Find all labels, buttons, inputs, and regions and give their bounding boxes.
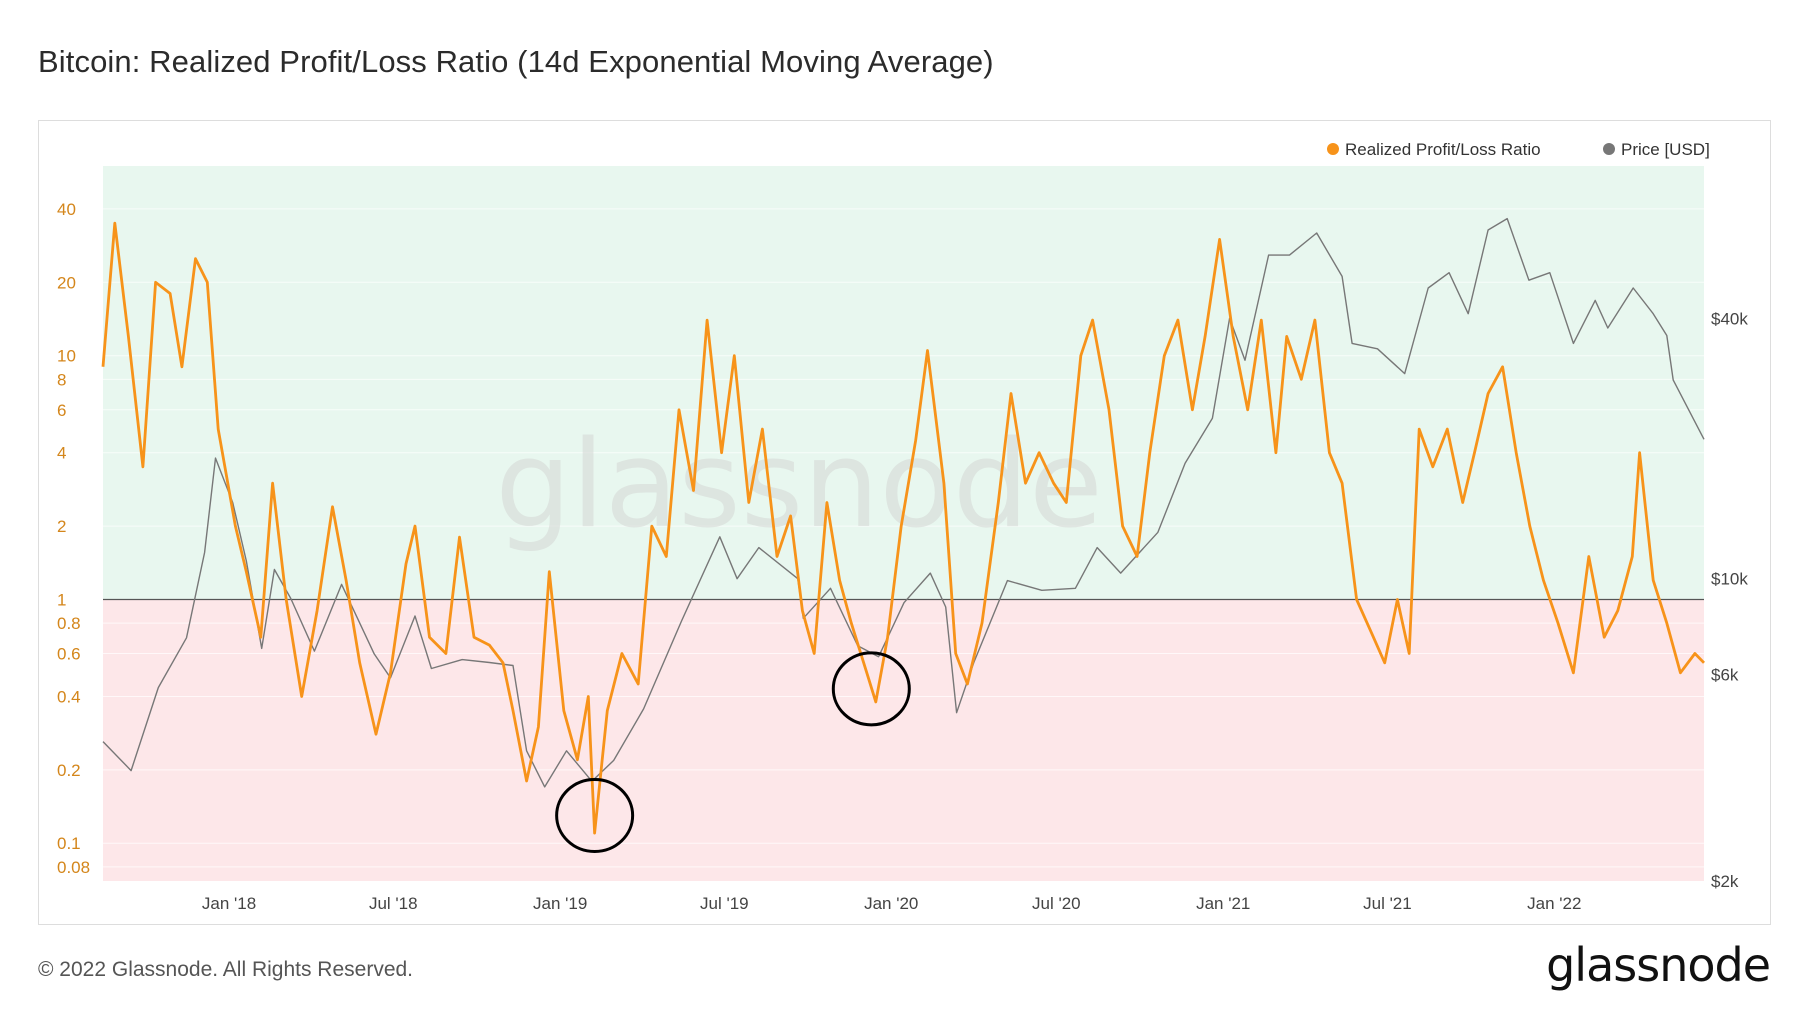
legend-swatch xyxy=(1603,143,1615,155)
x-axis-tick-label: Jul '20 xyxy=(1032,894,1081,913)
left-axis-tick-label: 8 xyxy=(57,370,66,389)
series-lines xyxy=(101,217,1706,835)
left-axis-tick-label: 0.08 xyxy=(57,858,90,877)
brand-logo: glassnode xyxy=(1546,938,1771,992)
left-axis-tick-label: 10 xyxy=(57,347,76,366)
x-axis-tick-label: Jul '19 xyxy=(700,894,749,913)
left-axis-tick-label: 20 xyxy=(57,273,76,292)
x-axis-tick-label: Jul '21 xyxy=(1363,894,1412,913)
legend-label: Price [USD] xyxy=(1621,140,1710,159)
legend: Realized Profit/Loss Ratio Price [USD] xyxy=(1327,140,1710,159)
left-axis-tick-label: 4 xyxy=(57,444,66,463)
left-axis-tick-label: 6 xyxy=(57,401,66,420)
right-axis-ticks: $40k $10k $6k $2k xyxy=(1711,309,1748,891)
annotation-circle xyxy=(555,777,635,853)
right-axis-tick-label: $10k xyxy=(1711,570,1748,589)
right-axis-tick-label: $6k xyxy=(1711,666,1739,685)
left-axis-tick-label: 0.2 xyxy=(57,761,81,780)
copyright: © 2022 Glassnode. All Rights Reserved. xyxy=(38,958,414,981)
left-axis-tick-label: 2 xyxy=(57,517,66,536)
left-axis-tick-label: 0.6 xyxy=(57,645,81,664)
legend-label: Realized Profit/Loss Ratio xyxy=(1345,140,1541,159)
x-axis-ticks: Jan '18 Jul '18 Jan '19 Jul '19 Jan '20 Jul '… xyxy=(202,894,1582,913)
x-axis-tick-label: Jan '20 xyxy=(864,894,918,913)
left-axis-tick-label: 40 xyxy=(57,200,76,219)
left-axis-tick-label: 0.4 xyxy=(57,687,81,706)
left-axis-tick-label: 0.8 xyxy=(57,614,81,633)
x-axis-tick-label: Jul '18 xyxy=(369,894,418,913)
right-axis-tick-label: $2k xyxy=(1711,872,1739,891)
right-axis-tick-label: $40k xyxy=(1711,309,1748,328)
annotations xyxy=(555,651,911,853)
x-axis-tick-label: Jan '22 xyxy=(1527,894,1581,913)
x-axis-tick-label: Jan '21 xyxy=(1196,894,1250,913)
annotation-circle xyxy=(831,651,911,727)
series-line-ratio xyxy=(101,221,1706,835)
left-axis-tick-label: 0.1 xyxy=(57,834,81,853)
chart-zones xyxy=(103,166,1704,881)
left-axis-ticks: 40 20 10 8 6 4 2 1 0.8 0.6 0.4 0.2 0.1 0.08 xyxy=(57,200,90,877)
legend-swatch xyxy=(1327,143,1339,155)
x-axis-tick-label: Jan '18 xyxy=(202,894,256,913)
page-title: Bitcoin: Realized Profit/Loss Ratio (14d… xyxy=(38,44,994,79)
profit-zone xyxy=(103,166,1704,600)
x-axis-tick-label: Jan '19 xyxy=(533,894,587,913)
chart-panel: glassnode 40 20 10 8 6 4 2 1 0.8 0.6 0.4 0.2 0.1 0.08… xyxy=(38,120,1771,925)
chart-svg: glassnode 40 20 10 8 6 4 2 1 0.8 0.6 0.4 0.2 0.1 0.08… xyxy=(57,140,1748,913)
loss-zone xyxy=(103,599,1704,881)
left-axis-tick-label: 1 xyxy=(57,590,66,609)
watermark: glassnode xyxy=(495,416,1103,555)
series-line-price xyxy=(102,217,1705,788)
